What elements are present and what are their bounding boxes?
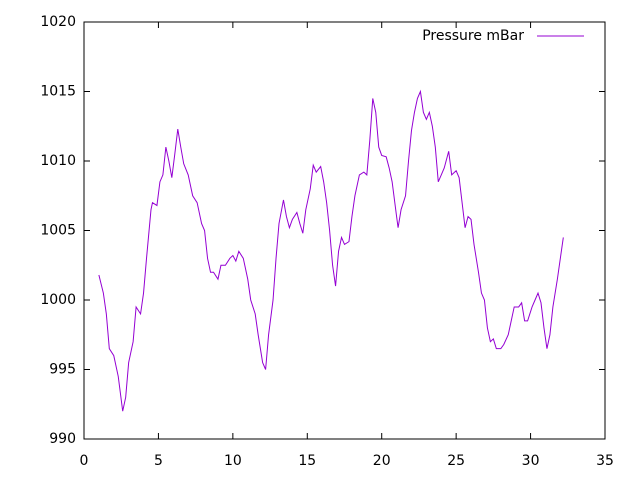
- y-tick-label: 995: [49, 362, 76, 378]
- y-tick-label: 990: [49, 431, 76, 447]
- x-tick-label: 25: [447, 453, 465, 469]
- y-tick-label: 1010: [40, 153, 76, 169]
- data-line: [98, 89, 564, 412]
- x-tick-label: 5: [154, 453, 163, 469]
- legend-label: Pressure mBar: [422, 28, 524, 44]
- x-tick-label: 30: [522, 453, 540, 469]
- x-tick-label: 0: [80, 453, 89, 469]
- y-tick-label: 1000: [40, 292, 76, 308]
- y-tick-label: 1015: [40, 84, 76, 100]
- x-tick-label: 10: [224, 453, 242, 469]
- y-tick-label: 1005: [40, 223, 76, 239]
- plot-frame: [83, 21, 606, 440]
- x-tick-label: 20: [373, 453, 391, 469]
- x-tick-label: 15: [298, 453, 316, 469]
- x-tick-label: 35: [596, 453, 614, 469]
- y-tick-label: 1020: [40, 14, 76, 30]
